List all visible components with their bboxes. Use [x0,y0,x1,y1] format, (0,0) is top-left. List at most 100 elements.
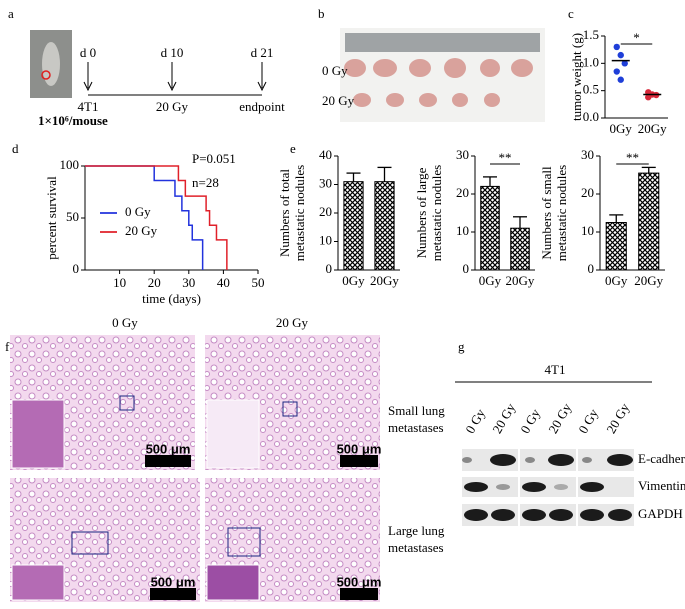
panel-letter: b [318,6,325,21]
histology [10,335,380,602]
survival-line [85,165,204,270]
lane-label: 20 Gy [545,400,574,436]
scale-bar-label: 500 μm [337,574,382,589]
label: 10 [113,275,126,290]
y-axis-label: Numbers of small [539,166,554,260]
y-tick-label: 40 [319,147,332,162]
lane-label: 0 Gy [462,406,488,436]
label: 20 Gy [156,99,189,114]
y-tick-label: 1.5 [583,27,599,42]
lane-label: 0 Gy [575,406,601,436]
label: 1×10⁶/mouse [38,113,108,128]
y-tick-label: 20 [319,204,332,219]
label: 20Gy [506,273,535,288]
scale-bar-label: 500 μm [151,574,196,589]
label: Large lung [388,523,445,538]
y-tick-label: 0 [588,261,595,276]
y-tick-label: 0 [326,261,333,276]
y-axis-label: metastatic nodules [292,165,307,261]
tumor-marker [41,70,51,80]
panel-letter: g [458,339,465,354]
panel-letter: a [8,6,14,21]
y-tick-label: 0 [73,261,80,276]
label: d 0 [80,45,96,60]
panel-letter: f [5,339,10,354]
y-tick-label: 30 [319,175,332,190]
label: endpoint [239,99,285,114]
label: Small lung [388,403,445,418]
timeline [83,62,267,96]
mouse [42,42,60,86]
label: time (days) [142,291,201,306]
significance: ** [499,150,512,165]
label: 0Gy [479,273,502,288]
label: 0Gy [605,273,628,288]
blots [455,381,652,526]
significance: * [633,30,640,45]
label: 0 Gy [112,315,138,330]
survival-line [85,165,228,270]
bar [638,172,660,271]
panel-letter: e [290,141,296,156]
y-axis-label: metastatic nodules [554,165,569,261]
y-axis-label: Numbers of total [277,169,292,257]
ruler [345,33,540,52]
y-axis-label: Numbers of large [414,167,429,258]
bar [374,181,395,271]
panel-letter: c [568,6,574,21]
label: 30 [182,275,195,290]
dot [617,76,624,83]
y-tick-label: 10 [456,223,469,238]
label: 20Gy [634,273,663,288]
label: 40 [217,275,230,290]
label: 0 Gy [125,204,151,219]
y-tick-label: 10 [581,223,594,238]
lane-label: 0 Gy [517,406,543,436]
label: 4T1 [545,362,566,377]
y-axis-label: tumor weight (g) [569,33,584,121]
scale-bar-label: 500 μm [337,441,382,456]
label: 20Gy [370,273,399,288]
label: Vimentin [638,478,685,493]
label: 50 [252,275,265,290]
significance: ** [626,150,639,165]
scale-bar-label: 500 μm [146,441,191,456]
y-tick-label: 50 [66,209,79,224]
y-tick-label: 0 [463,261,470,276]
y-tick-label: 20 [456,185,469,200]
label: 20 Gy [125,223,158,238]
bar [480,185,500,271]
bar [343,181,364,271]
y-tick-label: 20 [581,185,594,200]
label: 20 Gy [322,93,355,108]
label: d 10 [161,45,184,60]
label: 20 Gy [276,315,309,330]
dot [613,43,620,51]
lane-label: 20 Gy [603,400,632,436]
label: 0Gy [610,121,633,136]
dot [621,60,628,67]
label: n=28 [192,175,219,190]
tumors [344,58,533,107]
bar [605,222,627,271]
panel-letter: d [12,141,19,156]
y-tick-label: 30 [456,147,469,162]
y-tick-label: 30 [581,147,594,162]
dot [617,51,624,59]
y-tick-label: 1.0 [583,54,599,69]
label: E-cadherin [638,451,685,466]
y-axis-label: metastatic nodules [429,165,444,261]
label: d 21 [251,45,274,60]
label: metastases [388,540,444,555]
label: 20Gy [638,121,667,136]
y-axis-label: percent survival [44,176,59,260]
label: P=0.051 [192,151,236,166]
label: 0 Gy [322,63,348,78]
label: metastases [388,420,444,435]
dot [645,94,652,101]
lane-label: 20 Gy [489,400,518,436]
label: GAPDH [638,506,683,521]
y-tick-label: 0.0 [583,109,599,124]
bar [510,227,530,271]
